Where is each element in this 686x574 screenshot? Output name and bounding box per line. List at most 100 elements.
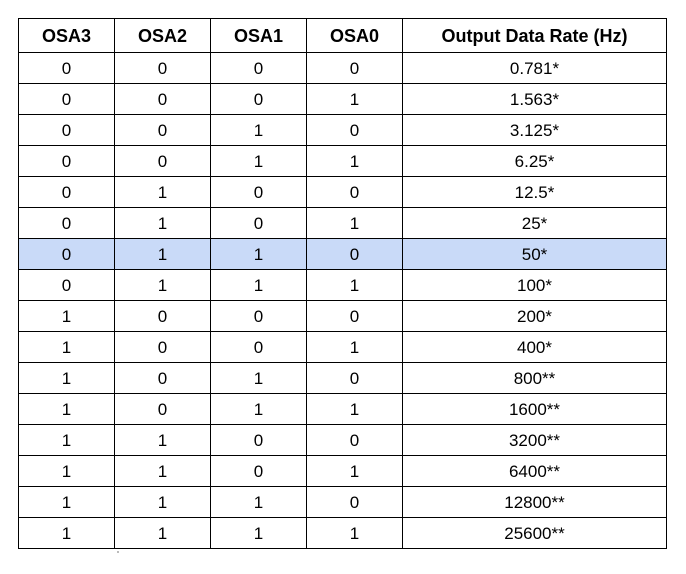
cell-osa0: 0 bbox=[306, 424, 403, 456]
cell-osa0: 0 bbox=[306, 362, 403, 394]
cell-output-data-rate: 50* bbox=[402, 238, 667, 270]
cell-osa2: 0 bbox=[114, 83, 211, 115]
table-row: 0 1 1 0 50* bbox=[18, 238, 667, 270]
cell-osa1: 0 bbox=[210, 331, 307, 363]
cell-osa0: 1 bbox=[306, 83, 403, 115]
output-data-rate-table: OSA3 OSA2 OSA1 OSA0 Output Data Rate (Hz… bbox=[18, 18, 667, 549]
cell-osa2: 1 bbox=[114, 455, 211, 487]
cell-osa0: 1 bbox=[306, 207, 403, 239]
table-row: 1 1 1 0 12800** bbox=[18, 486, 667, 518]
cell-osa1: 1 bbox=[210, 393, 307, 425]
cell-osa2: 1 bbox=[114, 424, 211, 456]
header-osa2: OSA2 bbox=[114, 18, 211, 53]
cell-osa0: 0 bbox=[306, 176, 403, 208]
cell-osa0: 0 bbox=[306, 300, 403, 332]
header-row: OSA3 OSA2 OSA1 OSA0 Output Data Rate (Hz… bbox=[18, 18, 667, 53]
cell-output-data-rate: 0.781* bbox=[402, 52, 667, 84]
cell-output-data-rate: 100* bbox=[402, 269, 667, 301]
cell-output-data-rate: 25600** bbox=[402, 517, 667, 549]
table-row: 0 1 0 1 25* bbox=[18, 207, 667, 239]
cell-osa2: 0 bbox=[114, 331, 211, 363]
header-osa3: OSA3 bbox=[18, 18, 115, 53]
cell-output-data-rate: 1600** bbox=[402, 393, 667, 425]
cell-osa1: 0 bbox=[210, 424, 307, 456]
table-row: 1 0 1 1 1600** bbox=[18, 393, 667, 425]
cell-osa3: 1 bbox=[18, 455, 115, 487]
cell-osa3: 0 bbox=[18, 145, 115, 177]
cell-osa3: 0 bbox=[18, 238, 115, 270]
cell-osa3: 0 bbox=[18, 207, 115, 239]
cell-osa1: 1 bbox=[210, 517, 307, 549]
output-data-rate-table-container: OSA3 OSA2 OSA1 OSA0 Output Data Rate (Hz… bbox=[18, 18, 667, 549]
cell-osa2: 0 bbox=[114, 52, 211, 84]
cell-osa0: 1 bbox=[306, 145, 403, 177]
cell-osa0: 0 bbox=[306, 114, 403, 146]
cell-output-data-rate: 3200** bbox=[402, 424, 667, 456]
cell-output-data-rate: 12.5* bbox=[402, 176, 667, 208]
cell-osa0: 1 bbox=[306, 331, 403, 363]
cell-output-data-rate: 25* bbox=[402, 207, 667, 239]
header-osa0: OSA0 bbox=[306, 18, 403, 53]
cell-osa3: 0 bbox=[18, 83, 115, 115]
cell-osa1: 0 bbox=[210, 52, 307, 84]
table-row: 0 1 0 0 12.5* bbox=[18, 176, 667, 208]
cell-osa2: 0 bbox=[114, 362, 211, 394]
cell-osa1: 1 bbox=[210, 362, 307, 394]
cell-osa0: 0 bbox=[306, 486, 403, 518]
cell-output-data-rate: 6400** bbox=[402, 455, 667, 487]
table-row: 1 1 0 1 6400** bbox=[18, 455, 667, 487]
cell-osa2: 0 bbox=[114, 114, 211, 146]
cell-osa1: 1 bbox=[210, 238, 307, 270]
table-row: 0 0 0 1 1.563* bbox=[18, 83, 667, 115]
cell-osa0: 1 bbox=[306, 455, 403, 487]
cell-osa1: 0 bbox=[210, 176, 307, 208]
cell-output-data-rate: 400* bbox=[402, 331, 667, 363]
table-row: 1 0 1 0 800** bbox=[18, 362, 667, 394]
cell-osa2: 1 bbox=[114, 517, 211, 549]
table-row: 0 0 0 0 0.781* bbox=[18, 52, 667, 84]
header-osa1: OSA1 bbox=[210, 18, 307, 53]
cell-osa1: 1 bbox=[210, 114, 307, 146]
cell-osa3: 0 bbox=[18, 52, 115, 84]
cell-osa2: 0 bbox=[114, 145, 211, 177]
table-body: 0 0 0 0 0.781* 0 0 0 1 1.563* 0 0 1 0 3.125* 0 0 1 1 6.25* 0… bbox=[18, 52, 667, 549]
table-row: 0 1 1 1 100* bbox=[18, 269, 667, 301]
cell-osa2: 1 bbox=[114, 207, 211, 239]
cell-osa1: 0 bbox=[210, 300, 307, 332]
stray-dot bbox=[117, 551, 119, 553]
cell-osa3: 1 bbox=[18, 300, 115, 332]
table-row: 1 1 1 1 25600** bbox=[18, 517, 667, 549]
cell-osa0: 1 bbox=[306, 393, 403, 425]
cell-osa1: 0 bbox=[210, 455, 307, 487]
table-row: 1 0 0 0 200* bbox=[18, 300, 667, 332]
cell-output-data-rate: 200* bbox=[402, 300, 667, 332]
cell-osa0: 1 bbox=[306, 269, 403, 301]
cell-osa2: 1 bbox=[114, 238, 211, 270]
cell-output-data-rate: 800** bbox=[402, 362, 667, 394]
cell-osa1: 1 bbox=[210, 269, 307, 301]
cell-output-data-rate: 3.125* bbox=[402, 114, 667, 146]
cell-output-data-rate: 12800** bbox=[402, 486, 667, 518]
cell-osa1: 1 bbox=[210, 145, 307, 177]
cell-osa2: 1 bbox=[114, 269, 211, 301]
cell-osa0: 0 bbox=[306, 238, 403, 270]
cell-osa2: 0 bbox=[114, 300, 211, 332]
header-output-data-rate: Output Data Rate (Hz) bbox=[402, 18, 667, 53]
cell-osa1: 1 bbox=[210, 486, 307, 518]
cell-osa2: 0 bbox=[114, 393, 211, 425]
cell-osa3: 0 bbox=[18, 114, 115, 146]
table-row: 0 0 1 0 3.125* bbox=[18, 114, 667, 146]
cell-osa2: 1 bbox=[114, 176, 211, 208]
cell-output-data-rate: 1.563* bbox=[402, 83, 667, 115]
cell-osa3: 0 bbox=[18, 176, 115, 208]
cell-osa2: 1 bbox=[114, 486, 211, 518]
cell-osa3: 1 bbox=[18, 362, 115, 394]
table-row: 0 0 1 1 6.25* bbox=[18, 145, 667, 177]
table-header: OSA3 OSA2 OSA1 OSA0 Output Data Rate (Hz… bbox=[18, 18, 667, 53]
cell-osa3: 1 bbox=[18, 331, 115, 363]
cell-osa3: 1 bbox=[18, 486, 115, 518]
table-row: 1 0 0 1 400* bbox=[18, 331, 667, 363]
cell-osa3: 0 bbox=[18, 269, 115, 301]
table-row: 1 1 0 0 3200** bbox=[18, 424, 667, 456]
cell-osa0: 1 bbox=[306, 517, 403, 549]
